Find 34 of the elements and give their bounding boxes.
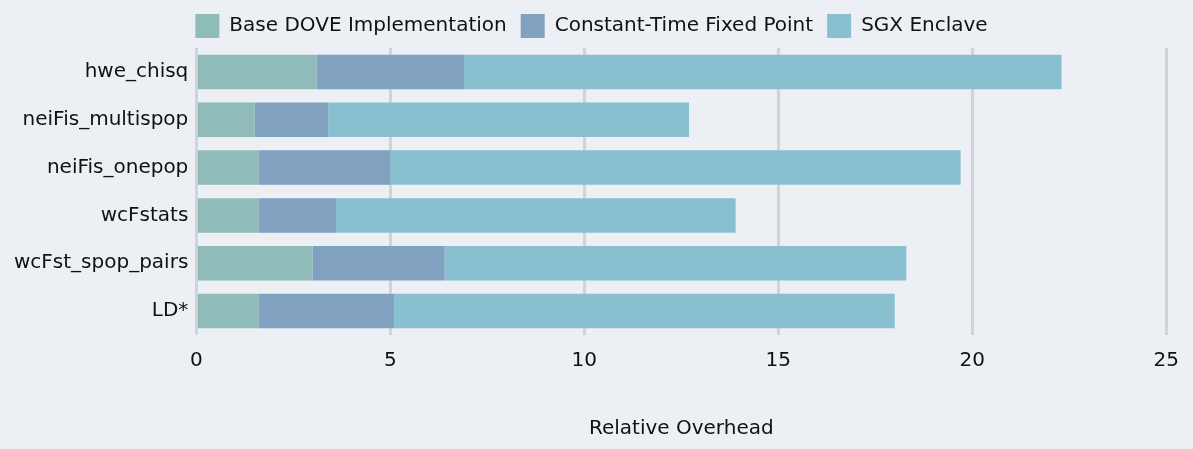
bar	[328, 102, 690, 137]
bar	[197, 198, 259, 233]
bar	[197, 102, 255, 137]
x-tick-label: 0	[189, 347, 203, 372]
y-tick-label: neiFis_onepop	[46, 153, 189, 178]
bar	[197, 246, 313, 281]
x-tick-label: 15	[765, 347, 792, 372]
legend-label: Base DOVE Implementation	[229, 12, 507, 37]
y-tick-label: wcFstats	[100, 201, 189, 226]
bar	[197, 54, 317, 90]
bar	[444, 246, 907, 281]
bar	[390, 150, 961, 185]
bar	[258, 150, 391, 185]
x-tick-label: 5	[383, 347, 397, 372]
bar	[254, 102, 329, 137]
x-axis-title: Relative Overhead	[588, 415, 774, 440]
legend-label: Constant-Time Fixed Point	[554, 12, 814, 37]
bar	[394, 293, 895, 329]
legend-label: SGX Enclave	[861, 12, 988, 37]
bar	[464, 54, 1062, 90]
bar	[258, 198, 336, 233]
y-tick-label: neiFis_multispop	[22, 105, 189, 130]
y-tick-label: LD*	[151, 297, 189, 322]
bar	[258, 293, 395, 329]
x-tick-label: 20	[959, 347, 986, 372]
y-tick-label: wcFst_spop_pairs	[13, 249, 189, 274]
bar	[316, 54, 465, 90]
bar	[197, 293, 259, 329]
bar	[335, 198, 736, 233]
bar	[312, 246, 445, 281]
y-tick-label: hwe_chisq	[84, 58, 189, 83]
bar	[197, 150, 259, 185]
x-tick-label: 10	[571, 347, 598, 372]
x-tick-label: 25	[1153, 347, 1179, 372]
